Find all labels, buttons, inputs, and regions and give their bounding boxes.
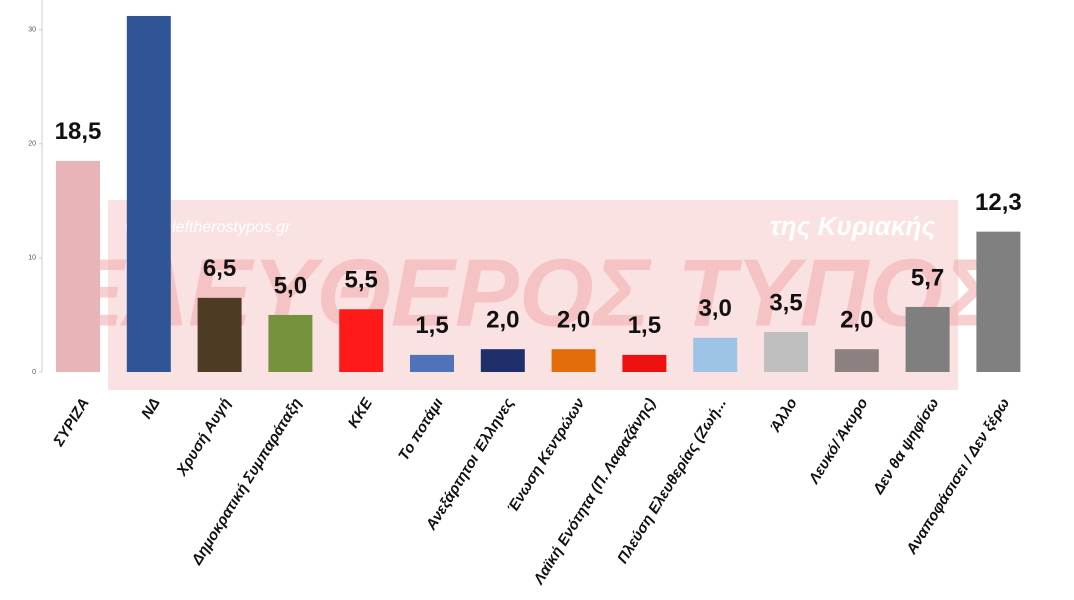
value-label: 2,0 [557,307,590,334]
value-label: 2,0 [840,307,873,334]
y-tick-label: 10 [28,255,36,262]
y-tick-label: 0 [32,369,36,376]
bar [197,297,242,372]
x-tick-label: ΝΔ [138,395,163,422]
bar [480,349,525,372]
x-tick-label: Ένωση Κεντρώων [504,395,589,516]
y-tick-label: 20 [28,141,36,148]
x-tick-label: Χρυσή Αυγή [173,395,235,479]
bar [56,160,100,372]
value-label: 3,5 [769,289,802,316]
x-tick-label: ΣΥΡΙΖΑ [50,395,93,450]
value-label: 3,0 [699,295,732,322]
bar [764,332,808,372]
bar [551,349,596,372]
bar [693,337,738,372]
value-label: 6,5 [203,255,236,282]
x-tick-label: Δεν θα ψηφίσω [869,395,942,498]
x-tick-label: Το ποτάμι [395,395,447,464]
value-label: 1,5 [415,312,448,339]
x-tick-label: Λευκό/ Άκυρο [805,395,872,487]
value-label: 12,3 [975,189,1022,216]
value-label: 1,5 [628,312,661,339]
bar [410,354,454,372]
bar [905,306,950,372]
value-label: 5,0 [274,272,307,299]
watermark-edition: της Κυριακής [770,211,935,241]
x-tick-label: ΚΚΕ [345,394,377,431]
bar [834,349,879,372]
value-label: 2,0 [486,307,519,334]
bar [339,309,384,372]
y-tick-label: 30 [28,27,36,34]
value-label: 5,5 [345,267,378,294]
value-label: 5,7 [911,264,944,291]
x-tick-label: Άλλο [766,395,800,436]
bar [976,231,1021,372]
bar [126,15,171,372]
bar [268,314,313,372]
bar [622,354,667,372]
x-tick-label: Λαϊκή Ενότητα (Π. Λαφαζάνης) [530,395,659,588]
value-label: 18,5 [55,118,102,145]
watermark-band [108,200,958,390]
